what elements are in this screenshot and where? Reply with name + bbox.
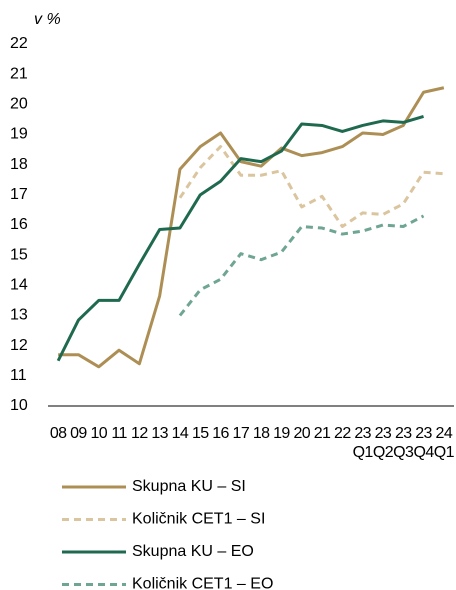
x-tick-label: 23 Q2 xyxy=(372,425,394,461)
y-tick-label: 22 xyxy=(10,35,28,52)
x-tick-label: 13 xyxy=(151,425,168,442)
x-tick-label: 23 Q4 xyxy=(413,425,434,461)
y-tick-label: 19 xyxy=(10,126,28,143)
data-line xyxy=(58,86,445,369)
legend-label: Količnik CET1 – SI xyxy=(132,511,265,528)
y-tick-label: 15 xyxy=(10,246,28,263)
x-tick-label: 12 xyxy=(131,425,148,442)
y-tick-label: 16 xyxy=(10,216,28,233)
y-tick-label: 21 xyxy=(10,65,28,82)
y-tick-label: 17 xyxy=(10,186,28,203)
x-tick-label: 23 Q3 xyxy=(393,425,414,461)
data-line xyxy=(178,214,425,317)
y-axis-label: v % xyxy=(34,11,61,28)
y-tick-label: 13 xyxy=(10,307,28,324)
y-tick-label: 11 xyxy=(10,367,27,384)
x-tick-label: 21 xyxy=(313,425,331,442)
y-tick-label: 18 xyxy=(10,156,28,173)
x-tick-label: 15 xyxy=(191,425,209,442)
x-tick-label: 11 xyxy=(111,425,127,442)
data-line xyxy=(178,145,444,229)
x-tick-label: 08 xyxy=(49,425,67,442)
x-tick-label: 20 xyxy=(293,425,311,442)
y-tick-label: 20 xyxy=(10,96,28,113)
y-tick-label: 14 xyxy=(10,277,28,294)
legend-label: Skupna KU – SI xyxy=(132,478,246,495)
x-tick-label: 10 xyxy=(90,425,108,442)
y-tick-label: 10 xyxy=(10,397,28,414)
x-tick-label: 18 xyxy=(252,425,270,442)
x-tick-label: 14 xyxy=(171,425,189,442)
data-line xyxy=(56,114,424,362)
x-tick-label: 23 Q1 xyxy=(352,425,374,461)
x-tick-label: 19 xyxy=(273,425,290,442)
x-tick-label: 09 xyxy=(70,425,87,442)
x-tick-label: 16 xyxy=(212,425,229,442)
legend-label: Količnik CET1 – EO xyxy=(132,576,273,590)
x-tick-label: 17 xyxy=(232,425,250,442)
x-tick-label: 22 xyxy=(334,425,351,442)
legend-label: Skupna KU – EO xyxy=(132,543,254,560)
y-tick-label: 12 xyxy=(10,337,28,354)
x-tick-label: 24 Q1 xyxy=(433,425,455,461)
